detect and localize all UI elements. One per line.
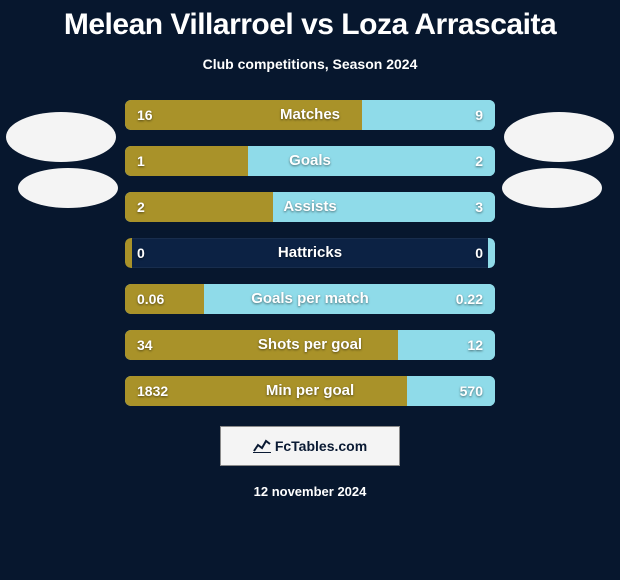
stat-label: Goals per match [125, 284, 495, 314]
stat-label: Hattricks [125, 238, 495, 268]
page-title: Melean Villarroel vs Loza Arrascaita [0, 8, 620, 42]
footer-date: 12 november 2024 [0, 484, 620, 499]
stat-label: Assists [125, 192, 495, 222]
chart-icon [253, 437, 271, 456]
stat-value-right: 3 [475, 192, 483, 222]
player-left-avatar [6, 112, 116, 162]
comparison-infographic: Melean Villarroel vs Loza Arrascaita Clu… [0, 0, 620, 580]
stat-row: Assists2 3 [125, 192, 495, 222]
stat-row: Matches16 9 [125, 100, 495, 130]
stat-value-right: 570 [460, 376, 483, 406]
brand-box: FcTables.com [220, 426, 400, 466]
stat-row: Shots per goal34 12 [125, 330, 495, 360]
team-right-badge [502, 168, 602, 208]
stat-value-right: 9 [475, 100, 483, 130]
stat-label: Goals [125, 146, 495, 176]
stat-value-left: 1832 [137, 376, 168, 406]
stat-value-right: 0 [475, 238, 483, 268]
stat-row: Min per goal1832 570 [125, 376, 495, 406]
player-right-avatar [504, 112, 614, 162]
stat-value-left: 16 [137, 100, 153, 130]
stat-label: Min per goal [125, 376, 495, 406]
brand-text: FcTables.com [275, 438, 367, 454]
team-left-badge [18, 168, 118, 208]
stat-row: Goals per match0.06 0.22 [125, 284, 495, 314]
stat-label: Shots per goal [125, 330, 495, 360]
stat-value-left: 0 [137, 238, 145, 268]
stat-value-left: 34 [137, 330, 153, 360]
stat-label: Matches [125, 100, 495, 130]
stat-row: Goals1 2 [125, 146, 495, 176]
stat-value-right: 12 [467, 330, 483, 360]
stat-value-left: 0.06 [137, 284, 164, 314]
stat-row: Hattricks0 0 [125, 238, 495, 268]
stat-value-right: 2 [475, 146, 483, 176]
stat-value-right: 0.22 [456, 284, 483, 314]
stat-value-left: 1 [137, 146, 145, 176]
stat-value-left: 2 [137, 192, 145, 222]
subtitle: Club competitions, Season 2024 [0, 56, 620, 72]
stat-bars: Matches169Goals12Assists23Hattricks00Goa… [125, 100, 495, 406]
